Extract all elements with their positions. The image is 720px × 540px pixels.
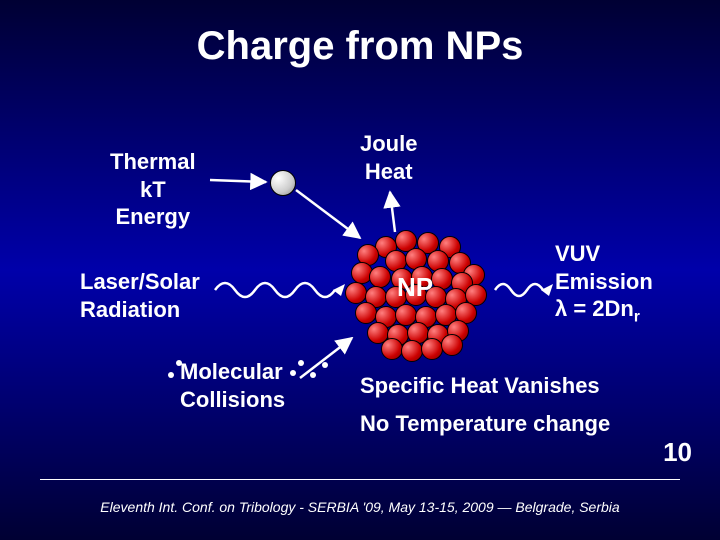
vuv-label: VUV Emission λ = 2Dnr xyxy=(555,240,653,327)
vuv-wave xyxy=(495,284,543,296)
dot-icon xyxy=(176,360,182,366)
joule-label: JouleHeat xyxy=(360,130,417,185)
slide-number: 10 xyxy=(663,437,692,468)
page-title: Charge from NPs xyxy=(0,0,720,69)
atom-icon xyxy=(381,338,403,360)
atom-icon xyxy=(369,266,391,288)
footer-divider xyxy=(40,479,680,480)
thermal-arrow xyxy=(210,180,266,182)
footer-text: Eleventh Int. Conf. on Tribology - SERBI… xyxy=(0,499,720,515)
specific-heat-label: Specific Heat Vanishes xyxy=(360,372,600,400)
atom-icon xyxy=(355,302,377,324)
dot-icon xyxy=(322,362,328,368)
dot-icon xyxy=(310,372,316,378)
laser-wave xyxy=(215,283,335,297)
thermal-label: ThermalkTEnergy xyxy=(110,148,196,231)
np-label: NP xyxy=(397,272,433,303)
thermal-source-icon xyxy=(270,170,296,196)
no-temp-label: No Temperature change xyxy=(360,410,610,438)
atom-icon xyxy=(441,334,463,356)
atom-icon xyxy=(401,340,423,362)
dot-icon xyxy=(290,370,296,376)
dot-icon xyxy=(168,372,174,378)
dot-icon xyxy=(298,360,304,366)
molecular-label: MolecularCollisions xyxy=(180,358,285,413)
atom-icon xyxy=(345,282,367,304)
joule-arrow xyxy=(390,192,395,232)
laser-label: Laser/SolarRadiation xyxy=(80,268,200,323)
atom-icon xyxy=(421,338,443,360)
